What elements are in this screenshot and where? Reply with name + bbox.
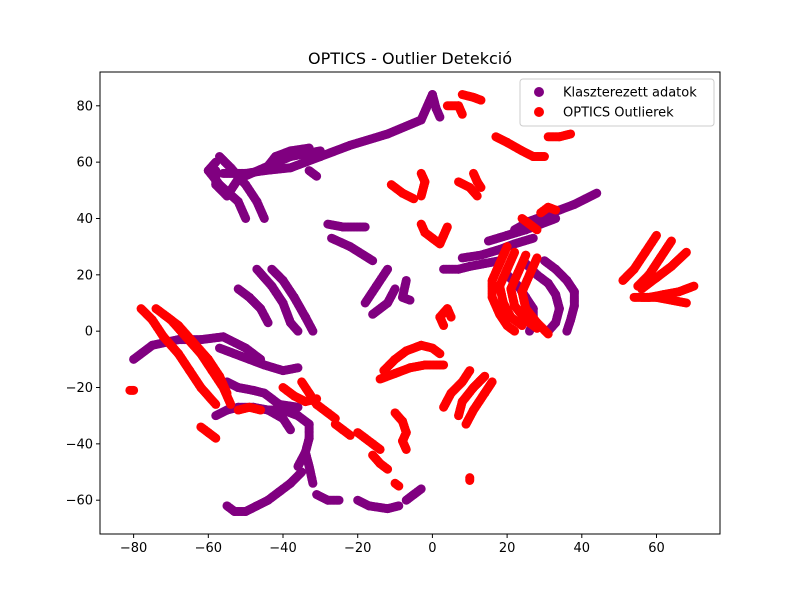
- axes-layer: −80 −60 −40 −20 0 20 40 60 −60 −40 −20 0 20 40 60 80: [66, 99, 665, 556]
- data-point: [368, 256, 378, 266]
- data-point: [439, 402, 449, 412]
- data-point: [263, 318, 273, 328]
- legend-label-1: OPTICS Outlierek: [563, 106, 674, 121]
- data-point: [218, 168, 228, 178]
- data-point: [551, 205, 561, 215]
- data-point: [222, 501, 232, 511]
- data-point: [435, 112, 445, 122]
- x-tick-label: −60: [195, 541, 222, 556]
- data-point: [211, 399, 221, 409]
- data-point: [562, 326, 572, 336]
- x-tick-label: −20: [344, 541, 371, 556]
- y-tick-label: −40: [66, 437, 93, 452]
- data-point: [360, 298, 370, 308]
- data-point: [125, 385, 135, 395]
- data-point: [375, 374, 385, 384]
- x-tick-label: 60: [648, 541, 665, 556]
- data-point: [256, 405, 266, 415]
- series-0-points: [129, 90, 602, 516]
- chart-title: OPTICS - Outlier Detekció: [308, 49, 512, 68]
- data-point: [416, 191, 426, 201]
- y-tick-label: −60: [66, 494, 93, 509]
- data-point: [566, 129, 576, 139]
- data-point: [375, 444, 385, 454]
- x-tick-label: −40: [269, 541, 296, 556]
- data-point: [345, 430, 355, 440]
- data-point: [401, 444, 411, 454]
- legend-box: [519, 78, 715, 127]
- data-point: [256, 354, 266, 364]
- data-point: [465, 475, 475, 485]
- data-point: [454, 411, 464, 421]
- data-point: [308, 478, 318, 488]
- data-point: [528, 233, 538, 243]
- data-point: [293, 326, 303, 336]
- data-point: [293, 402, 303, 412]
- data-point: [308, 326, 318, 336]
- data-point: [222, 388, 232, 398]
- data-point: [405, 295, 415, 305]
- data-point: [416, 484, 426, 494]
- data-point: [409, 194, 419, 204]
- data-point: [629, 292, 639, 302]
- data-point: [259, 213, 269, 223]
- legend-label-0: Klaszterezett adatok: [563, 86, 697, 101]
- legend-marker-0: [534, 87, 544, 97]
- data-point: [510, 326, 520, 336]
- data-point: [390, 478, 400, 488]
- data-point: [551, 213, 561, 223]
- data-point: [472, 191, 482, 201]
- data-point: [241, 213, 251, 223]
- data-point: [476, 183, 486, 192]
- data-point: [461, 419, 471, 429]
- data-point: [543, 329, 553, 339]
- x-tick-label: −80: [120, 541, 147, 556]
- data-point: [226, 399, 236, 409]
- data-point: [637, 292, 647, 302]
- data-point: [394, 501, 404, 511]
- series-1-points: [125, 90, 699, 491]
- legend: Klaszterezett adatok OPTICS Outlierek: [519, 78, 715, 127]
- data-point: [476, 95, 486, 105]
- data-point: [211, 433, 221, 443]
- data-point: [592, 188, 602, 198]
- data-point: [383, 464, 393, 474]
- y-tick-label: 60: [76, 156, 93, 171]
- x-tick-label: 0: [428, 541, 436, 556]
- data-point: [457, 109, 467, 119]
- y-tick-label: 40: [76, 212, 93, 227]
- y-tick-label: 80: [76, 99, 93, 114]
- data-point: [532, 225, 542, 235]
- data-point: [312, 171, 322, 181]
- points-layer: [125, 90, 699, 516]
- data-point: [446, 312, 456, 322]
- data-point: [637, 284, 647, 294]
- plot-frame: [99, 71, 721, 535]
- data-point: [304, 143, 314, 153]
- y-tick-label: 0: [85, 325, 93, 340]
- y-tick-label: 20: [76, 268, 93, 283]
- data-point: [442, 222, 452, 232]
- x-tick-label: 40: [574, 541, 591, 556]
- data-point: [334, 495, 344, 505]
- data-point: [618, 275, 628, 285]
- data-point: [312, 394, 322, 404]
- x-tick-label: 20: [499, 541, 516, 556]
- data-point: [368, 309, 378, 319]
- y-tick-label: −20: [66, 381, 93, 396]
- legend-marker-1: [534, 107, 544, 117]
- data-point: [539, 152, 549, 162]
- data-point: [285, 425, 295, 435]
- data-point: [293, 363, 303, 373]
- data-point: [360, 222, 370, 232]
